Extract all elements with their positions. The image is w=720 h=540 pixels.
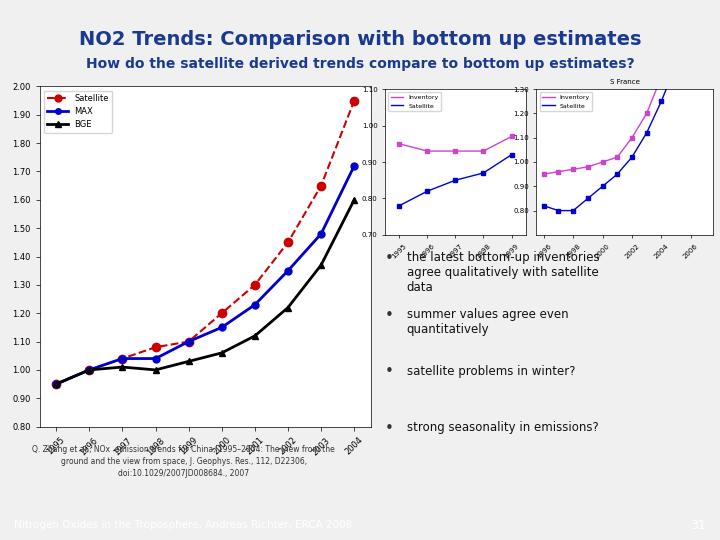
Text: strong seasonality in emissions?: strong seasonality in emissions? — [407, 421, 598, 434]
Text: summer values agree even
quantitatively: summer values agree even quantitatively — [407, 308, 568, 336]
Text: •: • — [385, 251, 394, 266]
Text: Q. Zhang et al., NOx  emission trends for China, 1995–2004: The view from the
gr: Q. Zhang et al., NOx emission trends for… — [32, 446, 335, 478]
Text: How do the satellite derived trends compare to bottom up estimates?: How do the satellite derived trends comp… — [86, 57, 634, 71]
Text: satellite problems in winter?: satellite problems in winter? — [407, 364, 575, 377]
Text: S France: S France — [610, 79, 639, 85]
Text: 31: 31 — [690, 518, 706, 532]
Legend: Inventory, Satellite: Inventory, Satellite — [388, 92, 441, 111]
Legend: Inventory, Satellite: Inventory, Satellite — [539, 92, 593, 111]
Text: Nitrogen Oxides in the Troposphere, Andreas Richter, ERCA 2008: Nitrogen Oxides in the Troposphere, Andr… — [14, 520, 353, 530]
Text: the latest bottom-up inventories
agree qualitatively with satellite
data: the latest bottom-up inventories agree q… — [407, 251, 600, 294]
Text: •: • — [385, 308, 394, 323]
Text: •: • — [385, 421, 394, 436]
Text: •: • — [385, 364, 394, 380]
Text: NO2 Trends: Comparison with bottom up estimates: NO2 Trends: Comparison with bottom up es… — [78, 30, 642, 49]
Legend: Satellite, MAX, BGE: Satellite, MAX, BGE — [44, 91, 112, 132]
